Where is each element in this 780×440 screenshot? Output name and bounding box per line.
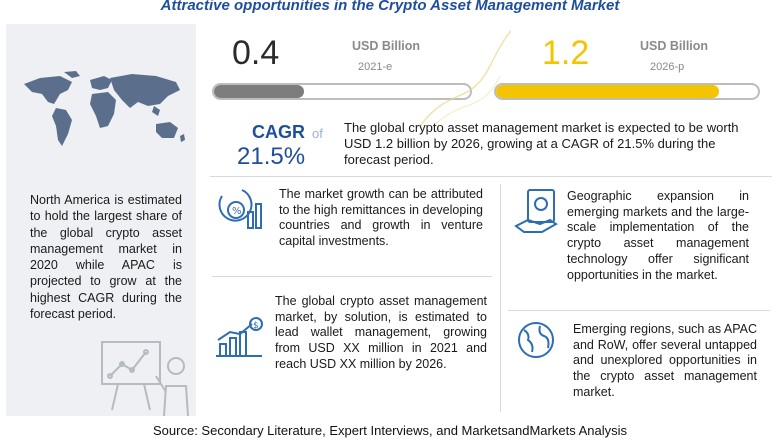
end-value: 1.2 xyxy=(542,34,590,72)
swirl-decoration-icon xyxy=(419,29,511,131)
start-progress-fill xyxy=(214,85,304,98)
money-chart-icon: % xyxy=(218,189,262,229)
section-divider xyxy=(210,176,772,177)
globe-icon xyxy=(518,322,554,358)
world-map-icon xyxy=(24,71,185,146)
end-year: 2026-p xyxy=(650,61,685,73)
end-unit: USD Billion xyxy=(640,39,709,53)
cagr-of: of xyxy=(312,126,323,141)
start-value: 0.4 xyxy=(232,34,280,72)
source-footer: Source: Secondary Literature, Expert Int… xyxy=(153,423,627,438)
cagr-value: 21.5% xyxy=(237,143,306,170)
page-title: Attractive opportunities in the Crypto A… xyxy=(160,0,620,14)
start-year: 2021-e xyxy=(358,61,393,73)
cash-hand-icon xyxy=(514,189,558,233)
fact-solution-text: The global crypto asset management marke… xyxy=(275,294,487,371)
fact-growth-text: The market growth can be attributed to t… xyxy=(279,187,483,249)
svg-text:%: % xyxy=(232,206,242,217)
svg-text:$: $ xyxy=(253,321,259,331)
end-progress-fill xyxy=(496,85,719,98)
fact-geographic-text: Geographic expansion in emerging markets… xyxy=(567,189,749,282)
regional-summary: North America is estimated to hold the l… xyxy=(30,193,182,322)
start-unit: USD Billion xyxy=(352,39,421,53)
start-progress-bar xyxy=(212,83,472,100)
regional-panel: North America is estimated to hold the l… xyxy=(6,24,196,417)
fact-divider-left xyxy=(212,276,492,277)
fact-divider-right xyxy=(508,310,770,311)
cagr-label: CAGR xyxy=(252,122,305,142)
growth-chart-icon: $ xyxy=(216,317,263,357)
cagr-description: The global crypto asset management marke… xyxy=(344,120,739,167)
end-progress-bar xyxy=(494,83,760,100)
presentation-board-icon xyxy=(101,341,189,417)
column-divider xyxy=(500,184,501,412)
fact-emerging-text: Emerging regions, such as APAC and RoW, … xyxy=(573,322,757,399)
